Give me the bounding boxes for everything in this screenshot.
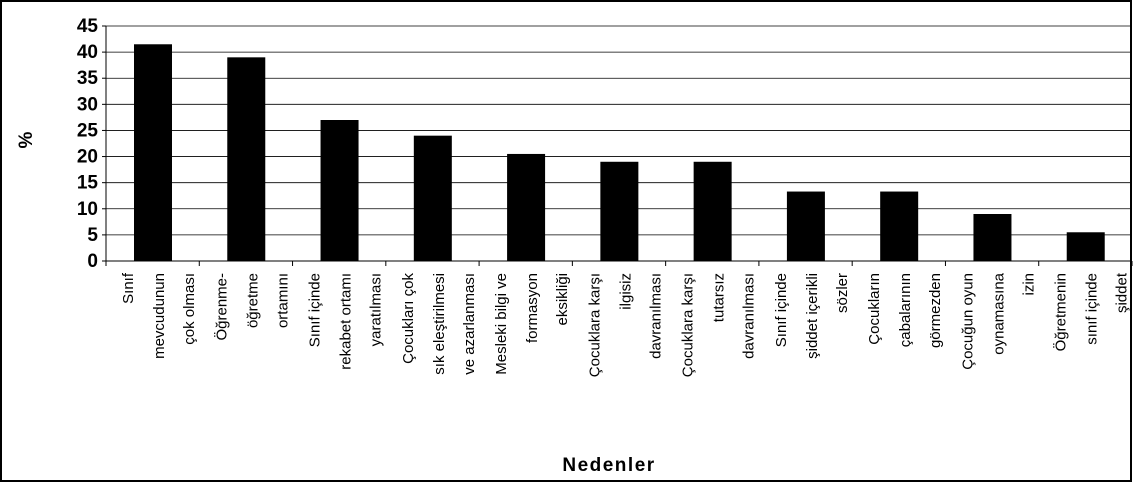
- category-label: Sınıf içinde: [773, 273, 790, 347]
- category-label: davranılması: [647, 273, 664, 359]
- bar: [320, 120, 359, 261]
- bar: [507, 153, 546, 261]
- category-label: Çocuğun oyun: [959, 273, 976, 370]
- bar: [786, 191, 825, 261]
- bar: [227, 57, 266, 262]
- category-label: oynamasına: [990, 272, 1007, 354]
- y-tick-labels: 0 5 10 15 20 25 30 35 40 45: [77, 16, 99, 272]
- category-label: Çocukların: [866, 273, 883, 345]
- bar: [413, 135, 452, 261]
- category-label: izin: [1020, 273, 1037, 296]
- y-tick-label: 35: [77, 68, 99, 89]
- axes: [102, 25, 1132, 262]
- y-tick-label: 20: [77, 147, 98, 168]
- category-label: ve azarlanması: [461, 273, 478, 375]
- y-tick-label: 10: [77, 199, 98, 220]
- category-label: Mesleki bilgi ve: [493, 273, 510, 375]
- category-labels: Sınıf mevcudunun çok olması Öğrenme-öğretme…: [120, 272, 1131, 377]
- y-tick-label: 25: [77, 120, 99, 141]
- y-axis-title: %: [16, 131, 37, 148]
- y-tick-label: 0: [87, 251, 98, 272]
- category-label: yaratılması: [368, 273, 385, 346]
- category-label: Öğretmenin: [1052, 273, 1070, 351]
- category-label: sık eleştirilmesi: [431, 273, 448, 375]
- gridlines: [106, 25, 1132, 236]
- category-label: eksikliği: [554, 273, 571, 326]
- bar: [973, 214, 1012, 261]
- x-tick-marks: [105, 261, 1133, 266]
- category-label: görmezden: [927, 273, 944, 348]
- category-label: şiddet: [1114, 272, 1131, 313]
- category-label: Öğrenme-: [212, 273, 230, 341]
- category-label: sözler: [834, 273, 851, 313]
- category-label: mevcudunun: [151, 273, 168, 359]
- category-label: ortamını: [274, 273, 291, 328]
- bar: [134, 44, 172, 262]
- bar: [600, 161, 639, 261]
- bar: [693, 161, 732, 261]
- category-label: formasyon: [524, 273, 541, 343]
- category-label: Çocuklara karşı: [586, 273, 603, 377]
- category-label: Çocuklara karşı: [680, 273, 697, 377]
- bar: [880, 191, 919, 261]
- category-label: Sınıf içinde: [307, 273, 324, 347]
- category-label: çabalarının: [897, 273, 914, 347]
- category-label: davranılması: [741, 273, 758, 359]
- y-tick-label: 30: [77, 94, 98, 115]
- category-label: rekabet ortamı: [338, 273, 355, 370]
- category-label: çok olması: [181, 273, 198, 345]
- bars: [134, 44, 1105, 262]
- y-tick-label: 15: [77, 173, 99, 194]
- category-label: Çocukları çok: [400, 273, 417, 364]
- y-tick-label: 45: [77, 16, 99, 37]
- category-label: Sınıf: [120, 272, 137, 304]
- category-label: şiddet içerikli: [804, 273, 821, 359]
- y-tick-label: 40: [77, 42, 98, 63]
- category-label: tutarsız: [711, 273, 728, 322]
- y-tick-label: 5: [87, 225, 98, 246]
- bar: [1066, 232, 1105, 261]
- category-label: öğretme: [244, 273, 261, 328]
- category-label: sınıf içinde: [1084, 273, 1101, 345]
- x-axis-title: Nedenler: [562, 455, 655, 476]
- category-label: ilgisiz: [617, 273, 634, 310]
